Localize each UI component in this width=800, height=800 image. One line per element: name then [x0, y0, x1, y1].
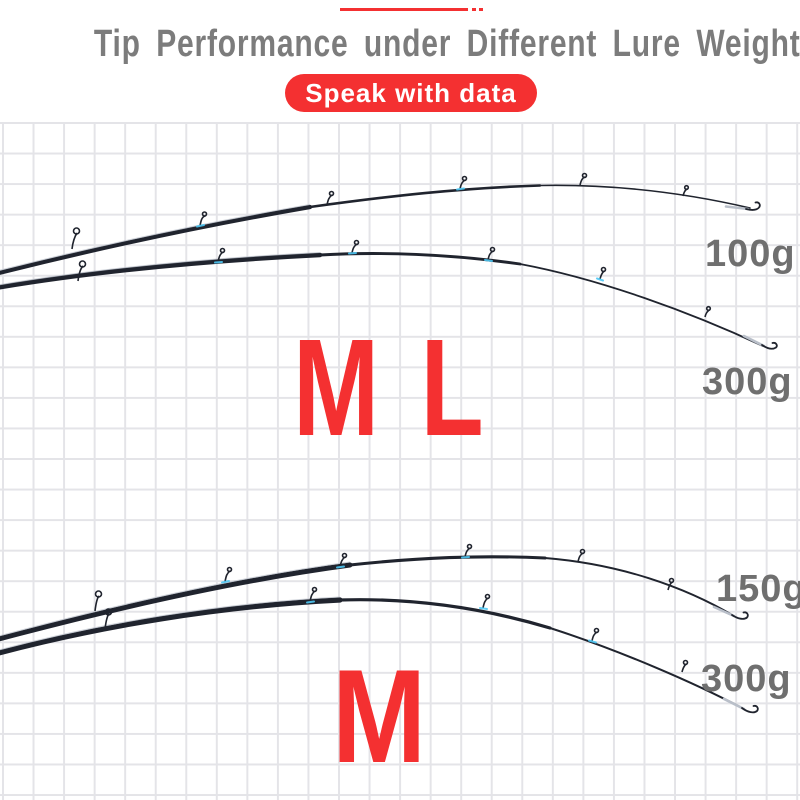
rod-mid — [338, 598, 552, 630]
rod-guide-icon — [71, 232, 78, 250]
rod-guide-ring-icon — [600, 266, 607, 273]
rod-guide-icon — [591, 631, 598, 642]
thread-wrap-accent — [456, 187, 465, 191]
thread-wrap-accent — [596, 277, 604, 282]
rod-guide-ring-icon — [581, 172, 588, 179]
rod-curve-ml-300g — [0, 239, 778, 350]
thread-wrap-accent — [348, 252, 357, 255]
tip-top-hook-icon — [761, 341, 778, 350]
thread-wrap-accent — [221, 580, 230, 584]
thread-wrap-accent — [484, 259, 493, 262]
rod-guide-ring-icon — [683, 184, 690, 191]
rod-mid — [348, 555, 547, 567]
thread-wrap-accent — [479, 607, 488, 610]
rod-guide-ring-icon — [668, 577, 675, 584]
rod-guide-ring-icon — [579, 548, 586, 555]
rod-highlight — [0, 203, 311, 271]
rod-guide-ring-icon — [226, 566, 233, 573]
rod-guide-ring-icon — [311, 586, 318, 593]
rod-guide-icon — [94, 595, 100, 612]
rod-tip-section — [539, 184, 751, 209]
tip-top-shaft — [722, 697, 746, 711]
tip-top-hook-icon — [741, 704, 759, 714]
tip-top-hook-icon — [745, 201, 761, 211]
page-title-text: Tip Performance under Different Lure Wei… — [93, 23, 800, 65]
rod-guide-icon — [482, 597, 489, 609]
weight-label-ml-300g: 300g — [702, 361, 793, 403]
header-accent-dot — [472, 8, 476, 11]
rod-curve-m-300g — [0, 586, 759, 714]
header-accent-dot — [479, 8, 483, 11]
rod-power-label-ml: ML — [293, 311, 525, 465]
thread-wrap-accent — [336, 565, 345, 569]
rod-guide-ring-icon — [341, 552, 348, 559]
rod-guide-icon — [351, 243, 358, 254]
page-title: Tip Performance under Different Lure Wei… — [0, 25, 800, 63]
rod-guide-ring-icon — [489, 246, 496, 253]
rod-guide-ring-icon — [104, 608, 113, 616]
thread-wrap-accent — [306, 600, 315, 604]
rod-tip-section — [519, 263, 764, 347]
weight-label-m-150g: 150g — [716, 568, 800, 610]
tip-top-hook-icon — [731, 611, 749, 620]
rod-tip-section — [544, 557, 734, 617]
rod-guide-ring-icon — [78, 260, 87, 268]
rod-butt — [0, 562, 353, 642]
rod-butt — [0, 204, 313, 275]
header-accent-line — [340, 8, 468, 11]
rod-curve-m-150g — [0, 543, 749, 642]
rod-guide-icon — [487, 250, 494, 261]
rod-highlight — [0, 561, 351, 637]
weight-label-ml-100g: 100g — [705, 233, 796, 275]
thread-wrap-accent — [461, 556, 470, 559]
rod-guide-ring-icon — [461, 175, 468, 182]
thread-wrap-accent — [214, 261, 223, 264]
thread-wrap-accent — [588, 639, 597, 644]
rod-mid — [308, 184, 542, 209]
rod-guide-ring-icon — [353, 239, 360, 246]
grid-background — [0, 122, 800, 800]
rod-guide-ring-icon — [219, 247, 226, 254]
thread-wrap-accent — [196, 224, 205, 228]
rod-guide-ring-icon — [682, 659, 689, 666]
rod-butt — [0, 252, 323, 290]
rod-guide-ring-icon — [593, 627, 600, 634]
rod-curve-ml-100g — [0, 172, 761, 275]
tip-top-shaft — [724, 205, 750, 211]
rod-highlight — [0, 596, 341, 651]
tip-top-shaft — [712, 605, 736, 618]
rod-guide-ring-icon — [466, 543, 473, 550]
rod-guide-ring-icon — [705, 305, 712, 312]
rod-guide-ring-icon — [201, 211, 208, 217]
rod-guide-ring-icon — [72, 227, 81, 235]
rod-power-label-m: M — [332, 643, 427, 791]
rod-guide-ring-icon — [94, 590, 103, 598]
rod-guide-ring-icon — [328, 190, 335, 197]
speak-with-data-badge: Speak with data — [285, 74, 537, 112]
rod-mid — [318, 252, 522, 266]
weight-label-m-300g: 300g — [701, 658, 792, 700]
rod-guide-ring-icon — [484, 593, 491, 600]
rod-butt — [0, 597, 343, 656]
tip-top-shaft — [742, 334, 766, 348]
rod-highlight — [0, 251, 321, 286]
rod-guide-icon — [577, 552, 584, 563]
